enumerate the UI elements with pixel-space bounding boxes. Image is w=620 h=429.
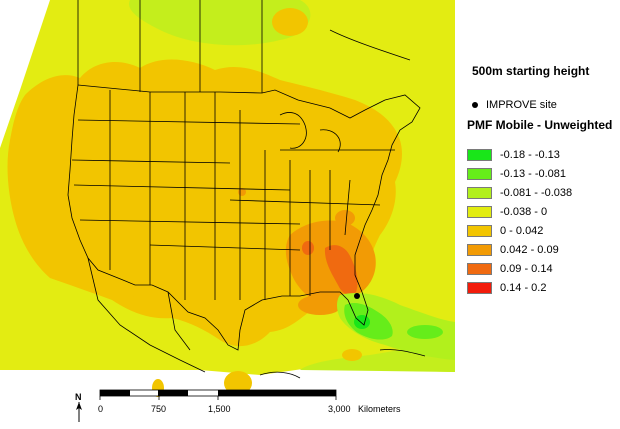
scale-label: 1,500	[208, 404, 231, 414]
light-green-patch	[129, 0, 311, 46]
value-zone-0-0.042	[130, 284, 170, 300]
legend-label: -0.18 - -0.13	[500, 149, 560, 161]
value-zone-0-0.042	[224, 371, 252, 395]
legend-item: 0.042 - 0.09	[467, 243, 559, 257]
legend-label: 0 - 0.042	[500, 225, 544, 237]
value-zone-neg	[407, 325, 443, 339]
legend: 500m starting height IMPROVE site PMF Mo…	[462, 0, 620, 427]
legend-item: 0.14 - 0.2	[467, 281, 546, 295]
legend-item: 0.09 - 0.14	[467, 262, 553, 276]
legend-label: -0.13 - -0.081	[500, 168, 567, 180]
scale-bar-graphic	[99, 389, 337, 400]
legend-item: -0.13 - -0.081	[467, 167, 566, 181]
scale-label: 750	[151, 404, 167, 414]
legend-swatch	[467, 225, 492, 237]
value-zone-0-0.042	[342, 349, 362, 361]
legend-label: 0.14 - 0.2	[500, 282, 547, 294]
legend-label: 0.09 - 0.14	[500, 263, 553, 275]
legend-item: -0.081 - -0.038	[467, 186, 572, 200]
trajectory-map	[0, 0, 455, 397]
value-zone-0-0.042	[272, 8, 308, 36]
value-zone-0.042-0.09	[298, 295, 342, 315]
map-title: 500m starting height	[472, 64, 590, 78]
legend-swatch	[467, 168, 492, 180]
legend-item: -0.038 - 0	[467, 205, 547, 219]
scale-label: 0	[98, 404, 104, 414]
north-arrow: N	[70, 392, 88, 424]
legend-swatch	[467, 149, 492, 161]
legend-swatch	[467, 206, 492, 218]
legend-swatch	[467, 282, 492, 294]
scale-label: 3,000	[328, 404, 351, 414]
north-label: N	[75, 392, 82, 402]
legend-item: 0 - 0.042	[467, 224, 543, 238]
north-arrow-icon	[76, 402, 82, 422]
legend-site-entry: IMPROVE site	[472, 99, 557, 111]
legend-swatch	[467, 244, 492, 256]
value-zone-0.09-0.14	[302, 241, 314, 255]
improve-site-marker[interactable]	[354, 293, 360, 299]
site-dot-icon	[472, 102, 478, 108]
scale-bar: 0 750 1,500 3,000 Kilometers	[96, 386, 416, 416]
scale-unit: Kilometers	[358, 404, 401, 414]
legend-swatch	[467, 263, 492, 275]
legend-label: -0.081 - -0.038	[500, 187, 573, 199]
legend-title: PMF Mobile - Unweighted	[467, 118, 613, 132]
site-label: IMPROVE site	[486, 99, 557, 111]
value-zone-0.09-0.14	[324, 245, 358, 295]
legend-label: 0.042 - 0.09	[500, 244, 559, 256]
legend-swatch	[467, 187, 492, 199]
legend-item: -0.18 - -0.13	[467, 148, 560, 162]
value-zone-0.042-0.09	[335, 210, 355, 226]
legend-label: -0.038 - 0	[500, 206, 548, 218]
state-boundaries	[67, 0, 426, 379]
value-zone-neg	[354, 315, 370, 329]
